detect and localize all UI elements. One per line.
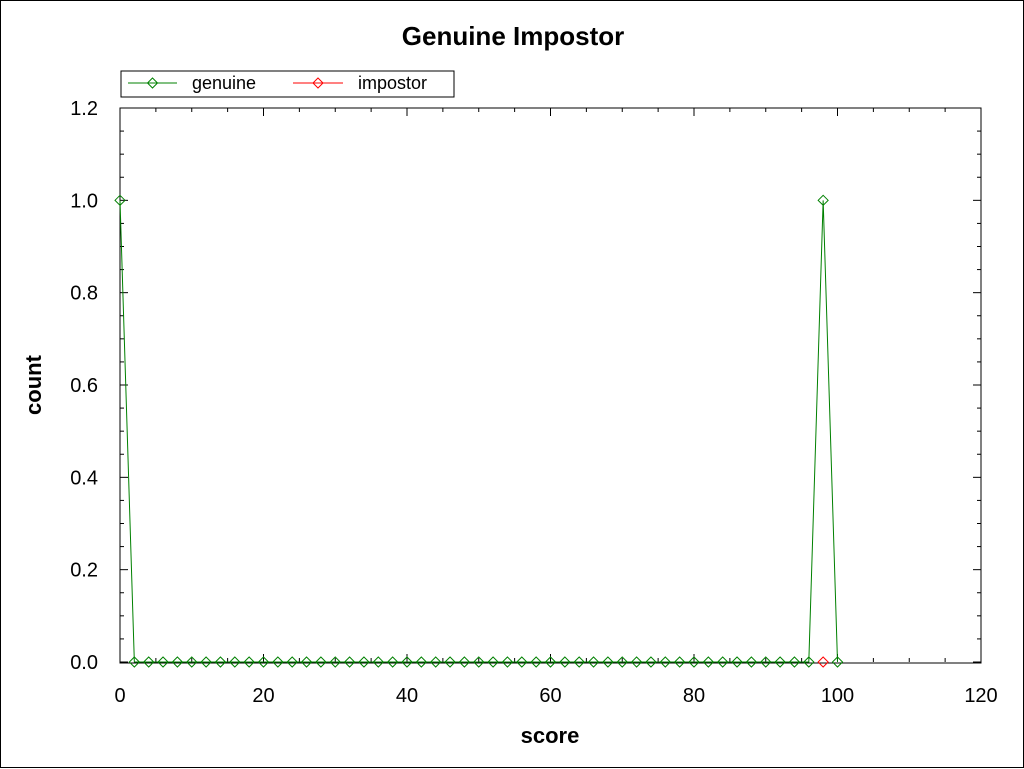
- data-point-genuine: [745, 656, 758, 668]
- data-point-genuine: [559, 656, 571, 668]
- data-point-genuine: [128, 656, 141, 668]
- x-tick-label: 120: [964, 685, 997, 707]
- data-point-genuine: [630, 656, 643, 668]
- data-point-genuine: [257, 656, 270, 668]
- x-tick-label: 80: [683, 685, 705, 707]
- data-point-genuine: [544, 656, 557, 668]
- x-tick-label: 100: [821, 685, 854, 707]
- series-impostor: [817, 656, 829, 668]
- data-point-genuine: [573, 656, 585, 668]
- data-point-genuine: [774, 656, 786, 668]
- data-point-genuine: [731, 656, 743, 668]
- data-point-impostor: [817, 656, 829, 668]
- data-point-genuine: [659, 656, 672, 668]
- x-tick-label: 60: [539, 685, 561, 707]
- data-point-genuine: [587, 656, 600, 668]
- data-point-genuine: [788, 656, 801, 668]
- y-tick-label: 0.2: [70, 560, 98, 582]
- data-point-genuine: [803, 656, 815, 668]
- data-point-genuine: [343, 656, 356, 668]
- y-tick-label: 0.6: [70, 375, 98, 397]
- data-point-genuine: [530, 656, 542, 668]
- data-point-genuine: [372, 656, 385, 668]
- data-point-genuine: [817, 194, 829, 207]
- data-point-genuine: [358, 656, 370, 668]
- series-genuine: [114, 194, 844, 668]
- legend-marker-impostor-icon: [312, 77, 324, 89]
- data-point-genuine: [329, 656, 341, 668]
- y-tick-labels: 0.0 0.2 0.4 0.6 0.8 1.0 1.2: [70, 98, 98, 674]
- data-point-genuine: [516, 656, 528, 668]
- x-tick-labels: 0 20 40 60 80 100 120: [114, 685, 997, 707]
- data-point-genuine: [501, 656, 514, 668]
- series-layer: [114, 194, 844, 668]
- legend-box: [120, 70, 455, 98]
- data-point-genuine: [286, 656, 298, 668]
- data-point-genuine: [831, 656, 844, 668]
- data-point-genuine: [487, 656, 499, 668]
- data-point-genuine: [214, 656, 227, 668]
- data-point-genuine: [602, 656, 614, 668]
- legend-marker-genuine-icon: [146, 77, 159, 89]
- axis-ticks: [119, 107, 982, 663]
- data-point-genuine: [114, 194, 126, 207]
- data-point-genuine: [401, 656, 413, 668]
- data-point-genuine: [616, 656, 628, 668]
- data-point-genuine: [243, 656, 255, 668]
- data-point-genuine: [157, 656, 169, 668]
- legend-label-genuine: genuine: [192, 73, 256, 93]
- y-tick-label: 1.2: [70, 98, 98, 120]
- y-tick-label: 1.0: [70, 190, 98, 212]
- x-tick-label: 0: [114, 685, 125, 707]
- legend: genuine impostor: [120, 70, 455, 98]
- data-point-genuine: [171, 656, 184, 668]
- data-point-genuine: [142, 656, 155, 668]
- data-point-genuine: [300, 656, 313, 668]
- data-point-genuine: [458, 656, 471, 668]
- plot-area-frame: [119, 107, 982, 664]
- x-axis-label: score: [521, 723, 580, 748]
- data-point-genuine: [444, 656, 456, 668]
- series-line-genuine: [119, 200, 838, 663]
- x-tick-label: 20: [252, 685, 274, 707]
- y-tick-label: 0.8: [70, 283, 98, 305]
- data-point-genuine: [645, 656, 657, 668]
- y-tick-label: 0.0: [70, 652, 98, 674]
- chart-title: Genuine Impostor: [402, 21, 624, 51]
- data-point-genuine: [386, 656, 399, 668]
- data-point-genuine: [200, 656, 212, 668]
- data-point-genuine: [186, 656, 198, 668]
- data-point-genuine: [229, 656, 241, 668]
- data-point-genuine: [429, 656, 442, 668]
- x-tick-label: 40: [396, 685, 418, 707]
- data-point-genuine: [673, 656, 686, 668]
- y-axis-label: count: [21, 354, 46, 415]
- data-point-genuine: [702, 656, 715, 668]
- data-point-genuine: [688, 656, 700, 668]
- data-point-genuine: [315, 656, 327, 668]
- data-point-genuine: [272, 656, 284, 668]
- data-point-genuine: [473, 656, 485, 668]
- data-point-genuine: [716, 656, 729, 668]
- data-point-genuine: [415, 656, 428, 668]
- data-point-genuine: [760, 656, 772, 668]
- legend-label-impostor: impostor: [358, 73, 427, 93]
- y-tick-label: 0.4: [70, 467, 98, 489]
